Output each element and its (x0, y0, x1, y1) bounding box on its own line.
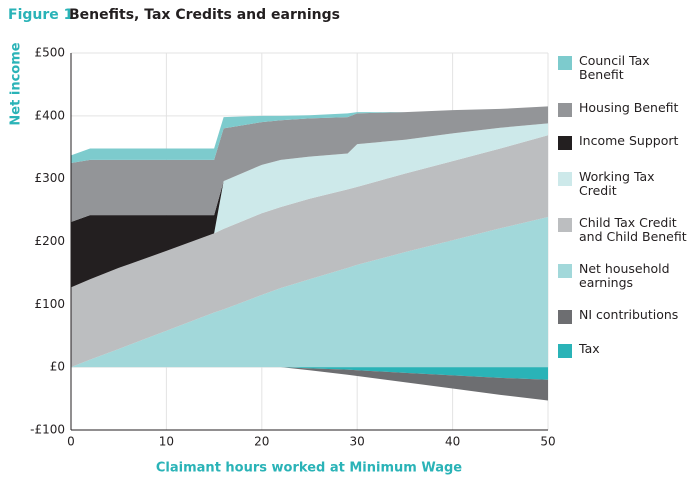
legend-swatch (558, 172, 572, 186)
legend-swatch (558, 310, 572, 324)
x-axis-label: Claimant hours worked at Minimum Wage (156, 461, 462, 476)
legend-label: Tax (579, 341, 600, 356)
area (71, 123, 548, 288)
y-axis-label: Net income (9, 42, 24, 125)
legend-label: Working Tax Credit (579, 169, 655, 198)
y-tick-label: £100 (34, 297, 65, 311)
legend-swatch (558, 56, 572, 70)
area (71, 216, 548, 368)
legend-label: Housing Benefit (579, 100, 679, 115)
area (71, 135, 548, 368)
y-tick-label: £0 (50, 360, 65, 374)
y-tick-label: -£100 (30, 423, 65, 437)
y-tick-label: £500 (34, 46, 65, 60)
legend-item: Net household earnings (558, 262, 691, 290)
legend-item: NI contributions (558, 308, 691, 324)
area (71, 106, 548, 163)
legend-label: Income Support (579, 133, 679, 148)
chart-title: Benefits, Tax Credits and earnings (69, 7, 340, 23)
legend-swatch (558, 264, 572, 278)
x-tick-label: 0 (67, 435, 75, 449)
x-tick-label: 30 (350, 435, 365, 449)
legend-label: Net household earnings (579, 261, 670, 290)
legend-item: Working Tax Credit (558, 170, 691, 198)
y-tick-label: £200 (34, 234, 65, 248)
legend-swatch (558, 344, 572, 358)
x-tick-label: 50 (540, 435, 555, 449)
legend-label: NI contributions (579, 307, 679, 322)
area (71, 106, 548, 223)
legend-swatch (558, 136, 572, 150)
legend-swatch (558, 218, 572, 232)
x-tick-label: 10 (159, 435, 174, 449)
legend-item: Income Support (558, 134, 691, 150)
x-tick-label: 20 (254, 435, 269, 449)
legend-item: Housing Benefit (558, 101, 691, 117)
area (71, 367, 548, 380)
legend-label: Council Tax Benefit (579, 53, 650, 82)
y-tick-label: £400 (34, 108, 65, 122)
legend-item: Child Tax Credit and Child Benefit (558, 216, 691, 244)
legend-label: Child Tax Credit and Child Benefit (579, 215, 687, 244)
legend-swatch (558, 103, 572, 117)
figure-label: Figure 1 (8, 7, 73, 23)
y-tick-label: £300 (34, 171, 65, 185)
legend-item: Council Tax Benefit (558, 54, 691, 82)
area (71, 367, 548, 401)
legend-item: Tax (558, 342, 691, 358)
x-tick-label: 40 (445, 435, 460, 449)
